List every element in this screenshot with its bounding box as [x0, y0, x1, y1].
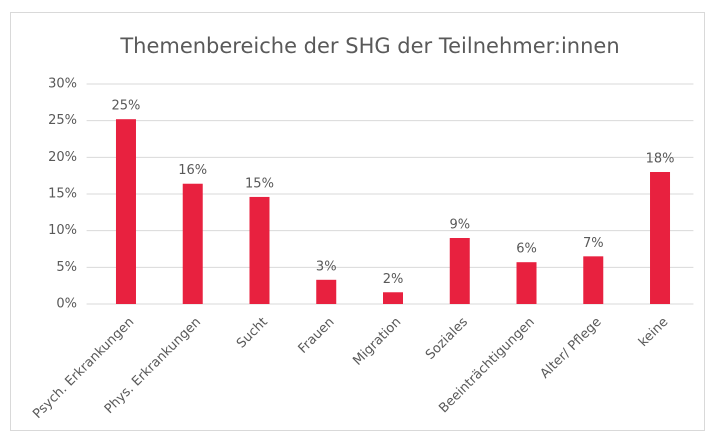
y-tick-label: 20% [48, 150, 77, 165]
y-tick-label: 30% [48, 77, 77, 92]
data-label: 15% [245, 176, 274, 191]
bar [316, 279, 337, 304]
bar [383, 292, 403, 304]
bar [182, 183, 203, 304]
bar [516, 262, 537, 304]
data-label: 16% [178, 163, 207, 178]
y-tick-label: 5% [56, 260, 77, 275]
bar [583, 256, 604, 304]
bar [449, 238, 470, 304]
chart-frame [10, 12, 705, 431]
data-label: 9% [449, 218, 470, 233]
y-tick-label: 0% [56, 297, 77, 312]
y-tick-label: 15% [48, 187, 77, 202]
y-tick-label: 10% [48, 223, 77, 238]
data-label: 2% [383, 272, 404, 287]
data-label: 6% [516, 242, 537, 257]
bar [115, 119, 136, 304]
y-tick-label: 25% [48, 113, 77, 128]
bar [650, 172, 671, 304]
chart-title: Themenbereiche der SHG der Teilnehmer:in… [119, 34, 619, 58]
data-label: 3% [316, 259, 337, 274]
bar [249, 196, 270, 304]
data-label: 25% [112, 99, 141, 114]
data-label: 18% [646, 152, 675, 167]
data-label: 7% [583, 236, 604, 251]
